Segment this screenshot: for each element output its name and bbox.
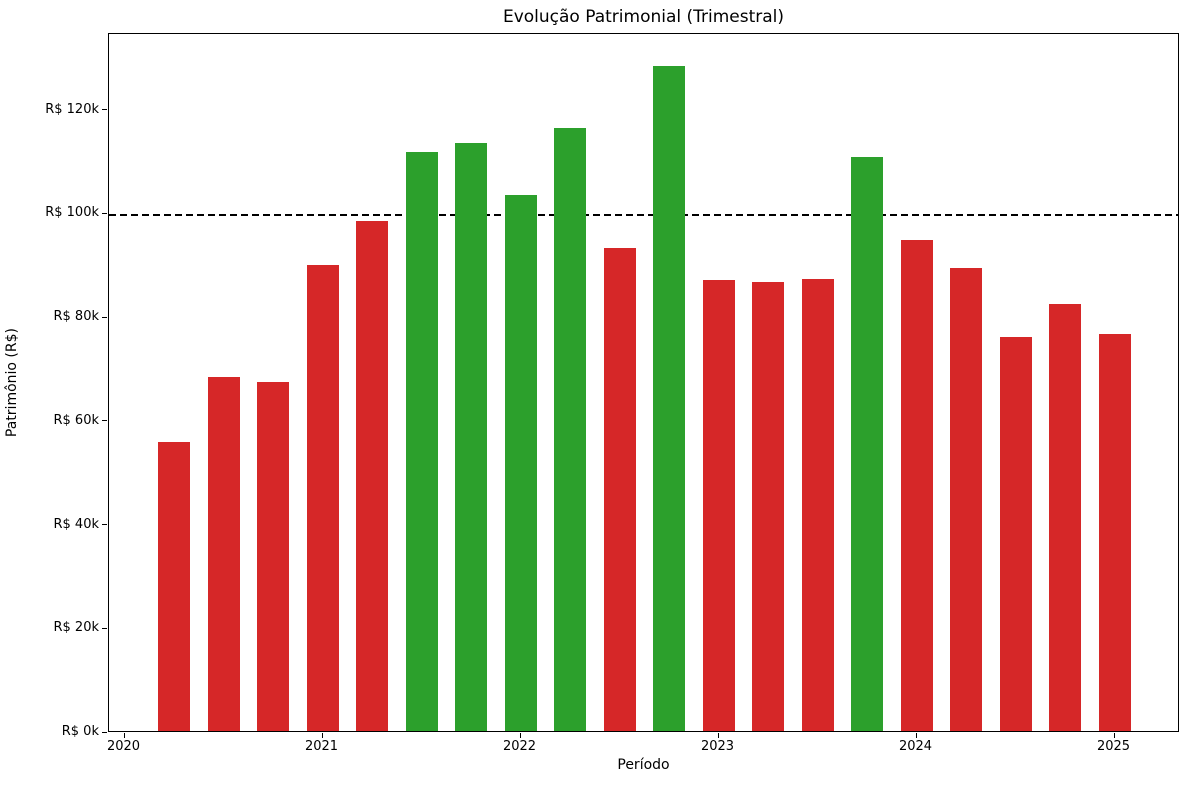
- x-axis-label: Período: [617, 757, 670, 773]
- bar-2024-Q4: [1049, 304, 1081, 731]
- bar-2023-Q1: [702, 279, 735, 731]
- threshold-line-100k: [109, 214, 1178, 216]
- x-tick-label-2024: 2024: [898, 739, 933, 754]
- y-tick-mark-60000: [102, 420, 107, 422]
- bar-2023-Q3: [801, 278, 834, 731]
- bar-2025-Q1: [1098, 333, 1131, 731]
- y-tick-mark-100000: [102, 212, 107, 214]
- y-tick-mark-20000: [102, 627, 107, 629]
- bar-2021-Q4: [455, 142, 487, 731]
- y-tick-mark-40000: [102, 524, 107, 526]
- bar-2022-Q1: [504, 194, 537, 731]
- x-tick-label-2021: 2021: [304, 739, 339, 754]
- x-tick-label-2020: 2020: [106, 739, 141, 754]
- bar-2020-Q4: [257, 382, 289, 731]
- x-tick-mark-2021: [321, 733, 323, 738]
- bar-2024-Q1: [900, 239, 933, 731]
- x-tick-mark-2023: [717, 733, 719, 738]
- y-tick-label-80000: R$ 80k: [53, 309, 99, 324]
- x-tick-mark-2020: [123, 733, 125, 738]
- bar-2022-Q2: [554, 127, 586, 731]
- bar-2020-Q3: [207, 376, 240, 731]
- bar-2020-Q2: [158, 441, 190, 731]
- x-tick-mark-2022: [519, 733, 521, 738]
- x-tick-mark-2025: [1113, 733, 1115, 738]
- bar-2021-Q2: [356, 221, 388, 731]
- y-tick-label-120000: R$ 120k: [45, 101, 99, 117]
- bar-2024-Q3: [999, 337, 1032, 731]
- bar-2022-Q3: [603, 247, 636, 731]
- bar-2021-Q3: [405, 151, 438, 731]
- y-tick-label-0: R$ 0k: [61, 724, 99, 739]
- y-tick-label-20000: R$ 20k: [53, 620, 99, 636]
- bar-2022-Q4: [653, 66, 685, 731]
- bar-2023-Q4: [851, 157, 883, 731]
- y-tick-label-100000: R$ 100k: [45, 205, 99, 221]
- bar-2024-Q2: [950, 267, 982, 731]
- chart-title: Evolução Patrimonial (Trimestral): [502, 7, 785, 27]
- y-tick-mark-120000: [102, 109, 107, 111]
- plot-area: [108, 33, 1179, 732]
- x-tick-label-2022: 2022: [502, 739, 537, 754]
- x-tick-label-2023: 2023: [700, 739, 735, 754]
- y-tick-label-60000: R$ 60k: [53, 412, 99, 428]
- bar-2023-Q2: [752, 281, 784, 731]
- y-tick-mark-0: [102, 731, 107, 733]
- bar-2021-Q1: [306, 264, 339, 731]
- y-tick-label-40000: R$ 40k: [53, 516, 99, 532]
- x-tick-mark-2024: [915, 733, 917, 738]
- y-tick-mark-80000: [102, 316, 107, 318]
- x-tick-label-2025: 2025: [1096, 739, 1131, 754]
